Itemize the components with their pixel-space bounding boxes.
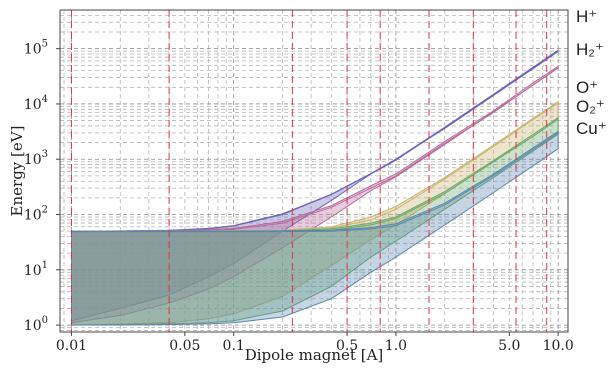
- y-tick-label: 103: [24, 149, 48, 168]
- vertical-markers: [70, 10, 548, 332]
- x-tick-label: 0.05: [169, 338, 200, 354]
- y-tick-label: 104: [24, 94, 48, 113]
- x-tick-label: 10.0: [543, 338, 574, 354]
- y-tick-label: 101: [24, 260, 48, 279]
- legend-item-3: O₂⁺: [576, 97, 605, 116]
- y-tick-label: 105: [24, 39, 48, 58]
- bands: [71, 49, 559, 326]
- x-tick-label: 1.0: [385, 338, 407, 354]
- legend-item-2: O⁺: [576, 78, 598, 97]
- x-tick-label: 0.1: [223, 338, 245, 354]
- legend-item-0: H⁺: [576, 7, 597, 26]
- grid: [60, 9, 568, 332]
- x-tick-label: 5.0: [498, 338, 520, 354]
- y-tick-label: 100: [24, 315, 48, 334]
- y-tick-label: 102: [24, 205, 48, 224]
- y-axis-title: Energy [eV]: [8, 126, 26, 217]
- legend-item-4: Cu⁺: [576, 119, 607, 138]
- legend: H⁺ H₂⁺ O⁺O₂⁺ Cu⁺: [576, 7, 607, 138]
- x-tick-label: 0.01: [56, 338, 87, 354]
- x-axis-title: Dipole magnet [A]: [245, 346, 384, 364]
- legend-item-1: H₂⁺: [576, 40, 604, 59]
- plot-frame: [59, 9, 569, 333]
- x-tick-label: 0.5: [336, 338, 358, 354]
